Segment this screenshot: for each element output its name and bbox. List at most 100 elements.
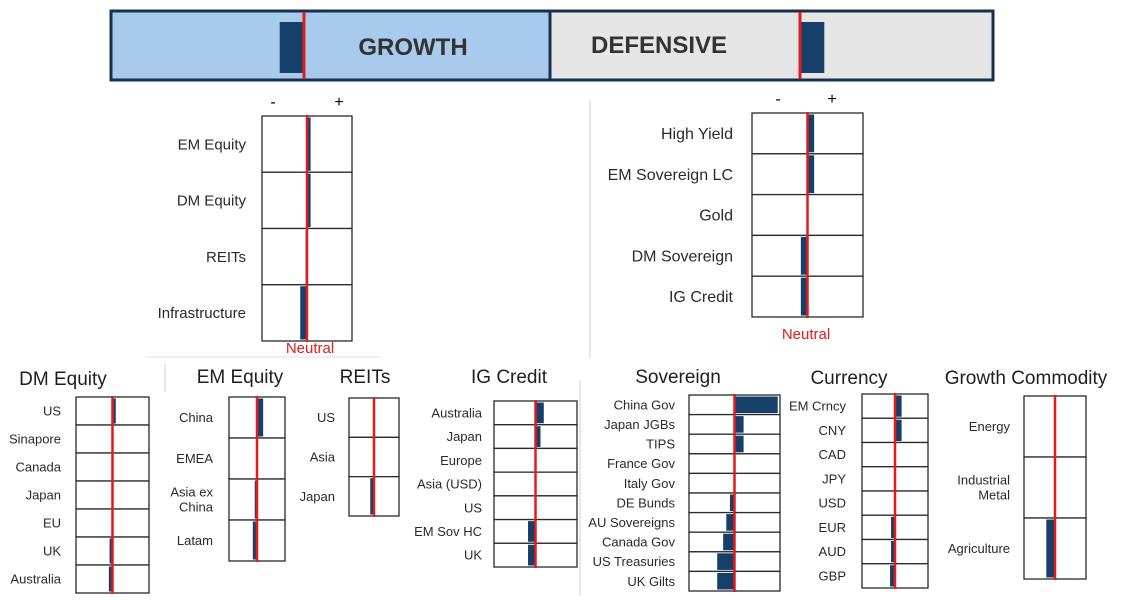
category-label: EM Sovereign LC bbox=[608, 167, 733, 184]
minus-label: - bbox=[775, 91, 780, 108]
tilt-bar bbox=[252, 521, 257, 560]
plus-label: + bbox=[334, 94, 343, 111]
panel-title: Growth Commodity bbox=[945, 368, 1108, 389]
tilt-bar bbox=[1046, 519, 1055, 578]
category-label: EM Crncy bbox=[789, 399, 847, 414]
category-label: DM Equity bbox=[177, 193, 247, 210]
category-label: UK bbox=[43, 544, 61, 559]
category-label: Asia (USD) bbox=[417, 477, 482, 492]
category-label: Metal bbox=[978, 488, 1010, 503]
category-label: Asia ex bbox=[170, 485, 213, 500]
category-label: USD bbox=[819, 496, 846, 511]
panel-title: IG Credit bbox=[471, 367, 548, 388]
panel-dm-equity: DM Equity US Sinapore Canada Japan EU UK Austra… bbox=[9, 369, 150, 594]
growth-label: GROWTH bbox=[358, 34, 467, 61]
growth-tilt-bar bbox=[279, 22, 304, 73]
category-label: France Gov bbox=[607, 456, 675, 471]
tilt-bar bbox=[717, 553, 735, 570]
category-label: Asia bbox=[310, 450, 336, 465]
tilt-bar bbox=[800, 277, 808, 316]
category-label: Australia bbox=[431, 405, 482, 420]
defensive-panel bbox=[548, 9, 995, 82]
tilt-bar bbox=[723, 533, 735, 551]
tilt-bar bbox=[734, 416, 744, 433]
tilt-bar bbox=[890, 565, 895, 587]
tilt-bar bbox=[257, 398, 264, 437]
category-label: EUR bbox=[819, 520, 846, 535]
category-label: Australia bbox=[10, 572, 61, 587]
category-label: Japan bbox=[26, 488, 61, 503]
category-label: EU bbox=[43, 516, 61, 531]
growth-defensive-header: GROWTH DEFENSIVE bbox=[109, 9, 995, 82]
panel-currency: Currency EM Crncy CNY CAD JPY USD EUR AUD GBP bbox=[789, 368, 929, 589]
panel-growth: EM Equity DM Equity REITs Infrastructure bbox=[158, 115, 353, 342]
tilt-bar bbox=[108, 566, 113, 592]
category-label: Gold bbox=[699, 208, 733, 225]
category-label: High Yield bbox=[661, 126, 733, 143]
neutral-label: Neutral bbox=[286, 340, 334, 357]
category-label: China Gov bbox=[614, 397, 676, 412]
category-label: REITs bbox=[206, 249, 246, 266]
tilt-bar bbox=[307, 117, 311, 171]
growth-panel bbox=[109, 9, 552, 82]
category-label: CNY bbox=[819, 423, 847, 438]
category-label: Europe bbox=[440, 453, 482, 468]
tilt-bar bbox=[807, 114, 815, 153]
category-label: Agriculture bbox=[948, 541, 1010, 556]
tilt-bar bbox=[729, 494, 735, 512]
tilt-bar bbox=[895, 419, 902, 441]
category-label: Japan JGBs bbox=[604, 417, 675, 432]
category-label: Industrial bbox=[957, 473, 1010, 488]
tilt-bar bbox=[734, 435, 744, 453]
category-label: Latam bbox=[177, 533, 213, 548]
category-label: Canada Gov bbox=[602, 535, 675, 550]
tilt-bar bbox=[800, 236, 808, 275]
tilt-bar bbox=[528, 521, 536, 542]
category-label: AUD bbox=[819, 544, 846, 559]
category-label: US bbox=[464, 500, 482, 515]
category-label: EM Equity bbox=[178, 136, 247, 153]
tilt-bar bbox=[807, 155, 815, 194]
category-label: JPY bbox=[822, 471, 846, 486]
category-label: UK bbox=[464, 548, 482, 563]
category-label: US bbox=[317, 410, 335, 425]
category-label: DE Bunds bbox=[616, 495, 675, 510]
tilt-bar bbox=[891, 516, 895, 538]
category-label: CAD bbox=[819, 447, 846, 462]
category-label: Energy bbox=[969, 419, 1011, 434]
panel-title: Currency bbox=[810, 368, 888, 389]
panel-title: EM Equity bbox=[197, 367, 284, 388]
neutral-label: Neutral bbox=[782, 326, 830, 343]
tilt-bar bbox=[726, 514, 735, 531]
category-label: EM Sov HC bbox=[414, 524, 482, 539]
category-label: US Treasuries bbox=[593, 554, 676, 569]
tilt-bar bbox=[112, 398, 116, 424]
category-label: UK Gilts bbox=[627, 574, 675, 589]
category-label: GBP bbox=[819, 568, 846, 583]
category-label: DM Sovereign bbox=[632, 248, 733, 265]
defensive-tilt-bar bbox=[800, 22, 825, 73]
tilt-bar bbox=[895, 395, 902, 417]
panel-ig-credit: IG Credit Australia Japan Europe Asia (USD) U… bbox=[414, 367, 578, 568]
category-label: TIPS bbox=[646, 437, 675, 452]
panel-defensive: High Yield EM Sovereign LC Gold DM Sovereig… bbox=[608, 112, 864, 318]
tilt-bar bbox=[528, 544, 536, 566]
tilt-bar bbox=[717, 572, 735, 590]
panel-reits: REITs US Asia Japan bbox=[300, 367, 400, 517]
category-label: Canada bbox=[15, 460, 61, 475]
category-label: EMEA bbox=[176, 451, 213, 466]
panel-sovereign: Sovereign China Gov Japan JGBs TIPS France G… bbox=[588, 367, 781, 592]
defensive-label: DEFENSIVE bbox=[591, 32, 727, 59]
tilt-bar bbox=[535, 402, 544, 424]
panel-title: REITs bbox=[340, 367, 391, 388]
category-label: IG Credit bbox=[669, 289, 734, 306]
panel-title: DM Equity bbox=[19, 369, 107, 390]
tilt-bar bbox=[891, 541, 895, 563]
minus-label: - bbox=[270, 94, 275, 111]
tilt-bar bbox=[535, 426, 541, 447]
category-label: Japan bbox=[447, 429, 482, 444]
panel-title: Sovereign bbox=[635, 367, 721, 388]
